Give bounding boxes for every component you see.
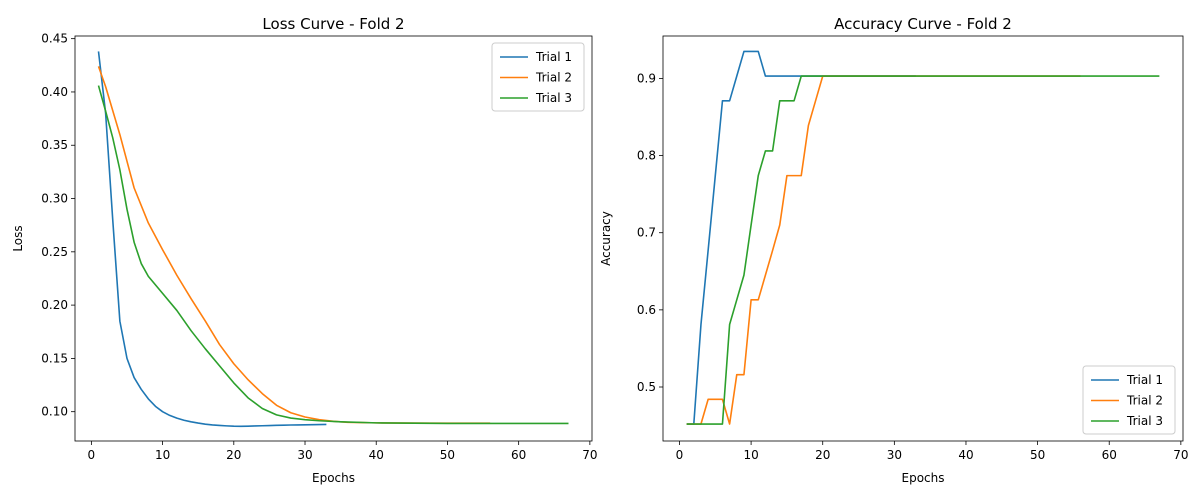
accuracy-chart-xtick-label-4: 40 bbox=[958, 448, 973, 462]
accuracy-chart-ylabel: Accuracy bbox=[599, 211, 613, 266]
loss-chart-xtick-label-0: 0 bbox=[88, 448, 96, 462]
accuracy-chart-series-2-line bbox=[686, 75, 1081, 425]
loss-chart-ticks: 0 10 20 30 40 50 60 70 0.10 0.15 0.20 0.25 0.30 0.35 0… bbox=[41, 32, 597, 462]
accuracy-chart-frame bbox=[662, 35, 1184, 442]
loss-chart-title: Loss Curve - Fold 2 bbox=[262, 15, 404, 33]
accuracy-chart-ytick-label-0: 0.5 bbox=[637, 380, 656, 394]
accuracy-chart-panel: Accuracy Curve - Fold 2 Epochs Accuracy … bbox=[599, 15, 1188, 485]
accuracy-chart-ytick-label-4: 0.9 bbox=[637, 71, 656, 85]
accuracy-chart-lines bbox=[686, 50, 1160, 425]
accuracy-chart-xtick-label-2: 20 bbox=[815, 448, 830, 462]
accuracy-chart-legend-label-3: Trial 3 bbox=[1126, 414, 1163, 428]
loss-chart-series-1-line bbox=[97, 51, 327, 428]
loss-chart-lines bbox=[97, 51, 569, 428]
accuracy-chart-legend: Trial 1 Trial 2 Trial 3 bbox=[1082, 365, 1176, 435]
loss-chart-ytick-label-1: 0.15 bbox=[41, 351, 68, 365]
loss-chart-panel: Loss Curve - Fold 2 Epochs Loss 0 10 20 30 4… bbox=[11, 15, 598, 485]
loss-chart-ytick-label-2: 0.20 bbox=[41, 298, 68, 312]
loss-chart-ytick-label-3: 0.25 bbox=[41, 245, 68, 259]
loss-chart-legend: Trial 1 Trial 2 Trial 3 bbox=[491, 42, 585, 112]
accuracy-chart-ytick-label-2: 0.7 bbox=[637, 226, 656, 240]
accuracy-chart-xtick-label-6: 60 bbox=[1102, 448, 1117, 462]
accuracy-chart-xtick-label-3: 30 bbox=[887, 448, 902, 462]
loss-chart-xtick-label-7: 70 bbox=[582, 448, 597, 462]
loss-chart-xtick-label-1: 10 bbox=[155, 448, 170, 462]
loss-chart-series-3-line bbox=[97, 85, 569, 425]
accuracy-chart-xtick-label-7: 70 bbox=[1173, 448, 1188, 462]
accuracy-chart-ytick-label-1: 0.6 bbox=[637, 303, 656, 317]
loss-chart-ylabel: Loss bbox=[11, 225, 25, 251]
loss-chart-legend-label-1: Trial 1 bbox=[535, 50, 572, 64]
accuracy-chart-xlabel: Epochs bbox=[902, 471, 945, 485]
loss-chart-xlabel: Epochs bbox=[312, 471, 355, 485]
accuracy-chart-legend-label-2: Trial 2 bbox=[1126, 394, 1163, 408]
loss-chart-ytick-label-6: 0.40 bbox=[41, 85, 68, 99]
loss-chart-ytick-label-7: 0.45 bbox=[41, 32, 68, 46]
loss-chart-xtick-label-6: 60 bbox=[511, 448, 526, 462]
loss-chart-xtick-label-2: 20 bbox=[226, 448, 241, 462]
accuracy-chart-ytick-label-3: 0.8 bbox=[637, 149, 656, 163]
loss-chart-xtick-label-5: 50 bbox=[440, 448, 455, 462]
accuracy-chart-xtick-label-1: 10 bbox=[743, 448, 758, 462]
accuracy-chart-series-1-line bbox=[686, 50, 916, 425]
loss-chart-legend-box bbox=[491, 42, 585, 112]
accuracy-chart-xtick-label-0: 0 bbox=[676, 448, 684, 462]
loss-chart-xtick-label-4: 40 bbox=[369, 448, 384, 462]
loss-chart-xtick-label-3: 30 bbox=[297, 448, 312, 462]
loss-chart-frame bbox=[74, 35, 593, 442]
accuracy-chart-legend-label-1: Trial 1 bbox=[1126, 373, 1163, 387]
accuracy-chart-xtick-label-5: 50 bbox=[1030, 448, 1045, 462]
accuracy-chart-legend-box bbox=[1082, 365, 1176, 435]
loss-chart-ytick-label-0: 0.10 bbox=[41, 405, 68, 419]
loss-chart-ytick-label-5: 0.35 bbox=[41, 138, 68, 152]
loss-chart-legend-label-3: Trial 3 bbox=[535, 91, 572, 105]
loss-chart-ytick-label-4: 0.30 bbox=[41, 192, 68, 206]
accuracy-chart-series-3-line bbox=[686, 75, 1160, 425]
loss-chart-series-2-line bbox=[97, 66, 491, 425]
accuracy-chart-title: Accuracy Curve - Fold 2 bbox=[834, 15, 1012, 33]
loss-chart-legend-label-2: Trial 2 bbox=[535, 71, 572, 85]
accuracy-chart-ticks: 0 10 20 30 40 50 60 70 0.5 0.6 0.7 0.8 0.9 bbox=[637, 71, 1189, 462]
